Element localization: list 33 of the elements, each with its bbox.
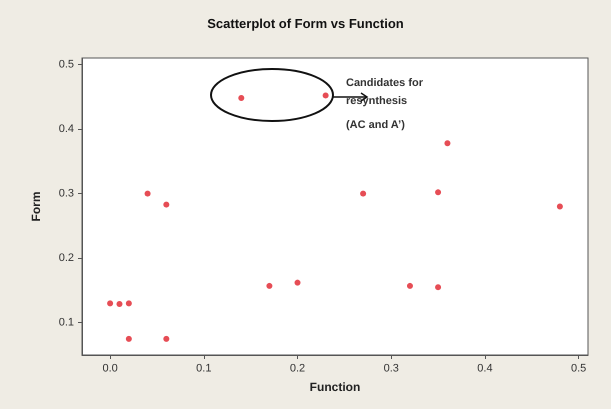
point — [126, 300, 132, 306]
point — [107, 300, 114, 306]
x-tick-label: 0.3 — [384, 362, 399, 374]
point — [435, 189, 442, 196]
annotation: (AC and A’) — [346, 119, 406, 131]
point — [126, 336, 132, 342]
y-tick-label: 0.1 — [58, 316, 74, 329]
annotation: Candidates for resynthesis — [346, 77, 426, 107]
point — [116, 300, 122, 307]
point — [556, 204, 563, 210]
point — [163, 336, 170, 342]
point — [406, 282, 413, 289]
y-tick-label: 0.2 — [58, 252, 74, 264]
x-tick-label: 0.0 — [102, 362, 118, 374]
point — [294, 280, 301, 286]
x-tick-label: 0.4 — [477, 362, 493, 374]
chart-title: Scatterplot of Form vs Function — [207, 16, 404, 31]
x-tick-label: 0.5 — [570, 362, 586, 374]
y-tick-label: 0.5 — [58, 58, 74, 70]
point — [144, 190, 151, 197]
y-tick-label: 0.3 — [58, 188, 74, 200]
y-axis-title: Form — [29, 192, 43, 222]
x-tick-label: 0.1 — [196, 362, 212, 374]
point — [360, 190, 366, 197]
point — [435, 284, 442, 290]
y-tick-label: 0.4 — [58, 123, 74, 136]
point — [238, 95, 244, 102]
x-tick-label: 0.2 — [290, 362, 306, 374]
x-axis-title: Function — [310, 380, 360, 394]
point — [266, 282, 272, 289]
point — [163, 202, 170, 208]
point — [444, 140, 450, 146]
point — [322, 92, 329, 98]
